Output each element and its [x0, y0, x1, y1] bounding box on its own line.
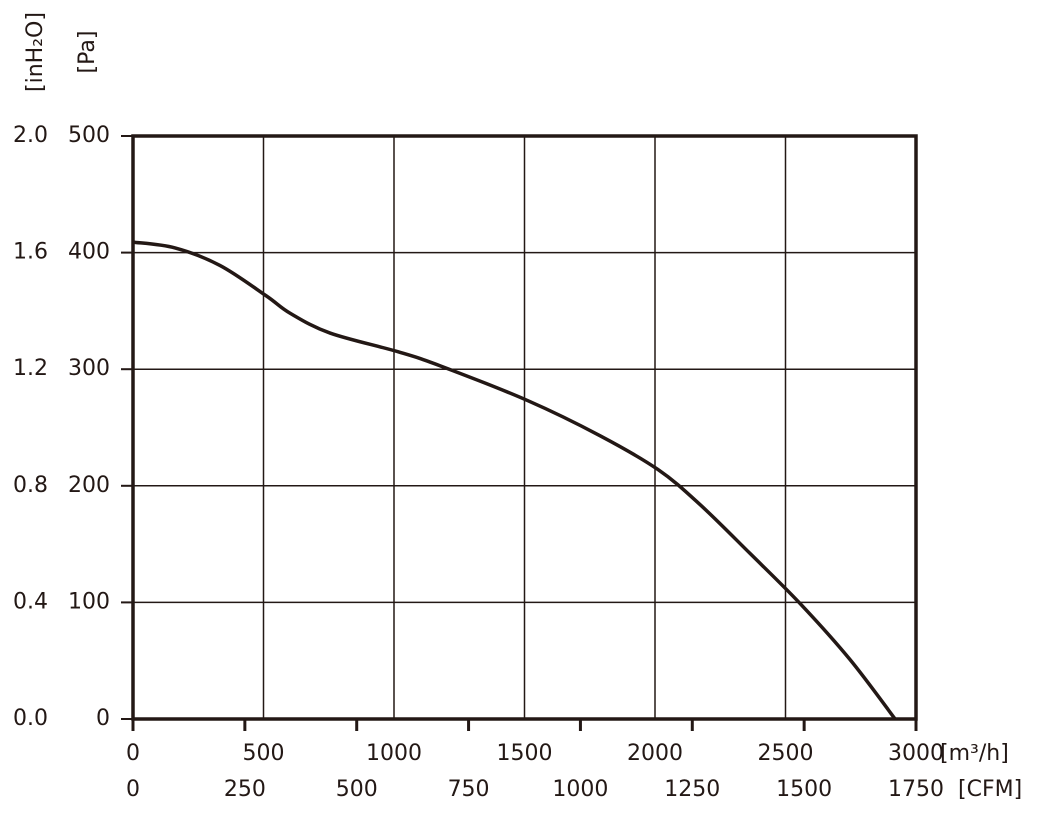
- y-axis-label: [Pa]: [75, 31, 100, 74]
- y-tick-label: 100: [68, 589, 110, 614]
- x2-tick-label: 0: [126, 777, 140, 802]
- x2-tick-label: 1250: [664, 777, 720, 802]
- y2-tick-label: 2.0: [13, 123, 48, 148]
- y2-tick-label: 0.4: [13, 589, 48, 614]
- y2-tick-label: 1.6: [13, 240, 48, 265]
- x2-tick-label: 1000: [552, 777, 608, 802]
- y2-tick-label: 0.8: [13, 473, 48, 498]
- x2-axis-label: [CFM]: [958, 777, 1022, 802]
- x-tick-label: 1000: [366, 741, 422, 766]
- y-tick-label: 0: [96, 706, 110, 731]
- x-tick-label: 2000: [627, 741, 683, 766]
- y2-tick-label: 0.0: [13, 706, 48, 731]
- x-tick-label: 500: [243, 741, 285, 766]
- y2-axis-label: [inH₂O]: [23, 12, 48, 92]
- y-tick-label: 400: [68, 240, 110, 265]
- x-tick-label: 3000: [888, 741, 944, 766]
- x2-tick-label: 1500: [776, 777, 832, 802]
- plot-frame: [131, 134, 918, 721]
- x-tick-label: 0: [126, 741, 140, 766]
- y-tick-label: 200: [68, 473, 110, 498]
- x2-tick-label: 1750: [888, 777, 944, 802]
- y-tick-label: 500: [68, 123, 110, 148]
- x2-tick-label: 500: [336, 777, 378, 802]
- x-tick-label: 2500: [758, 741, 814, 766]
- x-tick-label: 1500: [497, 741, 553, 766]
- y-tick-label: 300: [68, 356, 110, 381]
- x2-tick-label: 250: [224, 777, 266, 802]
- y2-tick-label: 1.2: [13, 356, 48, 381]
- x2-tick-label: 750: [448, 777, 490, 802]
- x-axis-label: [m³/h]: [940, 741, 1009, 766]
- curve: [132, 240, 897, 721]
